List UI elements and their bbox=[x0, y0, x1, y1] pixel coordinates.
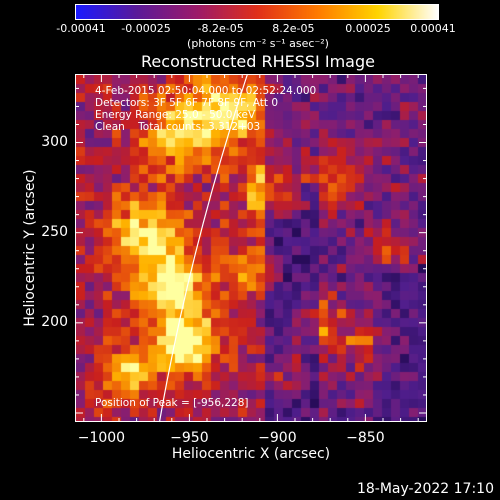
x-tick-label: −900 bbox=[258, 430, 297, 446]
colorbar-tick-label: -0.00041 bbox=[56, 22, 106, 35]
x-tick-label: −850 bbox=[346, 430, 385, 446]
colorbar-tick-label: -0.00025 bbox=[121, 22, 171, 35]
timestamp-label: 18-May-2022 17:10 bbox=[356, 481, 494, 497]
colorbar-units-label: (photons cm⁻² s⁻¹ asec⁻²) bbox=[187, 37, 329, 50]
plot-title: Reconstructed RHESSI Image bbox=[141, 52, 375, 71]
info-detectors: Detectors: 3F 5F 6F 7F 8F 9F, Att 0 bbox=[95, 97, 279, 109]
info-time-range: 4-Feb-2015 02:50:04.000 to 02:52:24.000 bbox=[95, 85, 317, 97]
y-tick-label: 200 bbox=[41, 313, 68, 330]
info-energy-range: Energy Range: 25.0 - 50.0 keV bbox=[95, 109, 256, 121]
x-tick-label: −1000 bbox=[77, 430, 126, 446]
colorbar bbox=[75, 4, 439, 20]
y-tick-label: 250 bbox=[41, 223, 68, 240]
plot-area: 4-Feb-2015 02:50:04.000 to 02:52:24.000 … bbox=[75, 74, 427, 422]
colorbar-tick-label: -8.2e-05 bbox=[197, 22, 244, 35]
heatmap-image bbox=[76, 75, 426, 421]
colorbar-tick-label: 0.00025 bbox=[345, 22, 391, 35]
colorbar-tick-label: 8.2e-05 bbox=[272, 22, 315, 35]
y-tick-label: 300 bbox=[41, 133, 68, 150]
colorbar-tick-label: 0.00041 bbox=[410, 22, 456, 35]
peak-position-label: Position of Peak = [-956,228] bbox=[95, 397, 249, 409]
x-axis-label: Heliocentric X (arcsec) bbox=[171, 446, 331, 462]
y-axis-label: Heliocentric Y (arcsec) bbox=[22, 169, 38, 327]
info-clean-counts: Clean Total counts: 3.312+03 bbox=[95, 121, 261, 133]
x-tick-label: −950 bbox=[170, 430, 209, 446]
